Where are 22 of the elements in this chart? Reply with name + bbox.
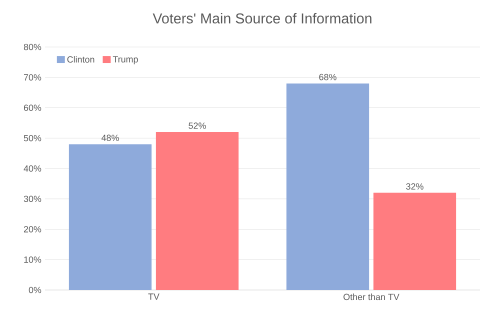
data-label: 48% [101, 134, 119, 142]
x-tick-label: TV [148, 294, 160, 300]
legend-label: Clinton [67, 56, 94, 63]
y-tick-label: 80% [24, 44, 42, 50]
y-tick-label: 40% [24, 165, 42, 172]
x-tick-label: Other than TV [344, 294, 400, 300]
chart-title: Voters' Main Source of Information [152, 12, 372, 24]
y-tick-label: 60% [24, 104, 42, 111]
legend-label: Trump [112, 56, 138, 64]
data-label: 52% [188, 122, 206, 129]
data-label: 68% [319, 74, 336, 80]
y-tick-label: 0% [28, 286, 42, 294]
y-tick-label: 10% [24, 256, 42, 263]
bar [286, 83, 370, 290]
bar [68, 144, 152, 290]
data-label: 32% [406, 183, 424, 190]
bar [156, 132, 239, 290]
y-tick-label: 30% [24, 196, 42, 202]
y-tick-label: 70% [24, 74, 42, 81]
bar [373, 192, 456, 290]
y-tick-label: 50% [24, 134, 42, 142]
y-tick-label: 20% [24, 226, 42, 232]
